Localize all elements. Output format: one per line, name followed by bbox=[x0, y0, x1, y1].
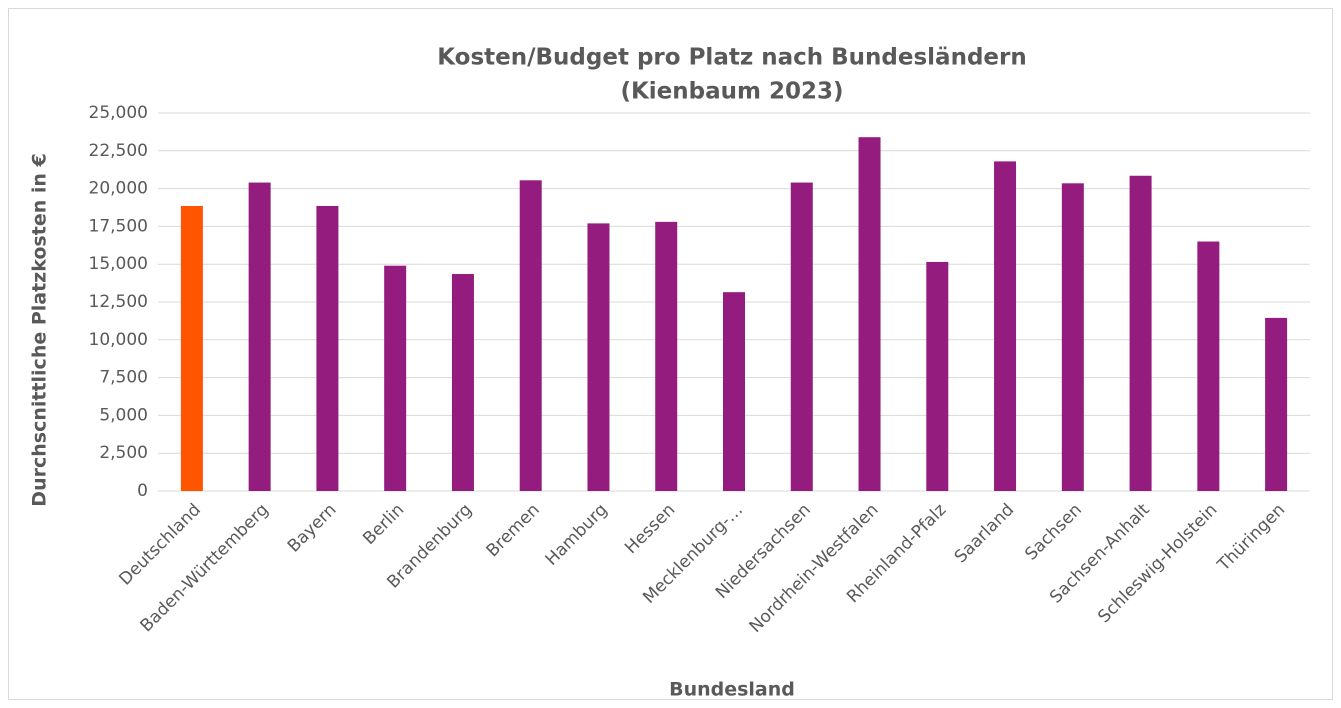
chart-title: Kosten/Budget pro Platz nach Bundeslände… bbox=[437, 45, 1026, 71]
y-tick-label: 7,500 bbox=[99, 368, 148, 388]
y-tick-label: 20,000 bbox=[89, 179, 148, 199]
y-tick-label: 5,000 bbox=[99, 405, 148, 425]
bar bbox=[451, 274, 474, 491]
y-tick-label: 22,500 bbox=[89, 141, 148, 161]
y-tick-label: 0 bbox=[137, 481, 148, 501]
y-axis-title: Durchscnittliche Platzkosten in € bbox=[29, 153, 51, 506]
y-tick-label: 17,500 bbox=[89, 216, 148, 236]
bar bbox=[519, 180, 542, 491]
bar bbox=[926, 261, 949, 491]
bar bbox=[180, 205, 203, 491]
bar bbox=[587, 223, 610, 491]
chart-title: (Kienbaum 2023) bbox=[620, 79, 843, 105]
bar bbox=[316, 205, 339, 491]
bar bbox=[1197, 241, 1220, 491]
bar bbox=[655, 221, 678, 491]
bar bbox=[384, 265, 407, 491]
bar bbox=[723, 292, 745, 491]
bar bbox=[1265, 317, 1288, 491]
bar bbox=[858, 137, 881, 491]
y-tick-label: 12,500 bbox=[89, 292, 148, 312]
y-tick-label: 10,000 bbox=[89, 330, 148, 350]
bar bbox=[248, 182, 271, 491]
bar bbox=[1129, 175, 1152, 492]
bar bbox=[994, 161, 1017, 491]
y-tick-label: 2,500 bbox=[99, 443, 148, 463]
x-axis-title: Bundesland bbox=[669, 679, 795, 701]
y-tick-label: 25,000 bbox=[89, 103, 148, 123]
bar bbox=[790, 182, 813, 491]
y-tick-label: 15,000 bbox=[89, 254, 148, 274]
bar bbox=[1061, 183, 1084, 492]
